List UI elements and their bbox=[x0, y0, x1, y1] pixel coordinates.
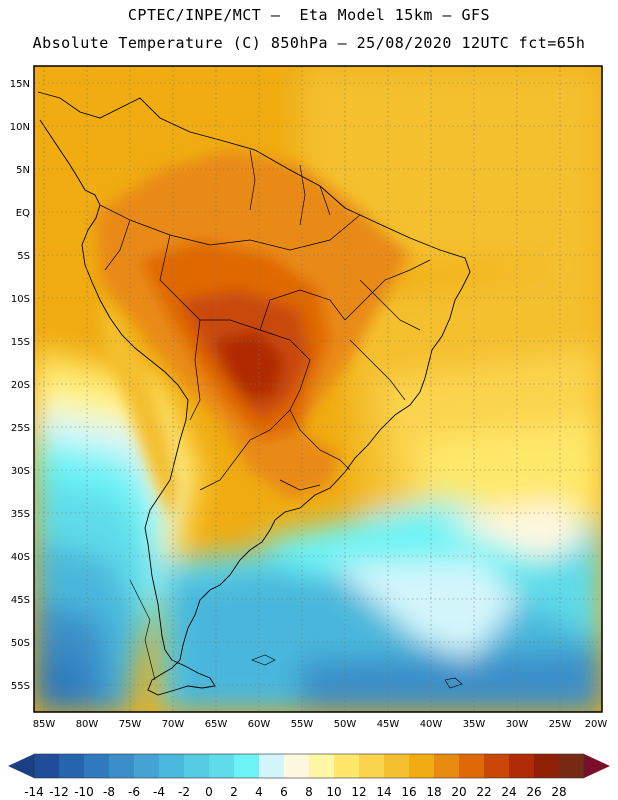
colorbar-tick-label: 6 bbox=[280, 785, 288, 799]
colorbar-cell bbox=[159, 754, 185, 778]
map-title: CPTEC/INPE/MCT – Eta Model 15km – GFS bbox=[127, 6, 491, 24]
lat-label: 5S bbox=[17, 251, 30, 262]
lat-label: 30S bbox=[11, 466, 30, 477]
lon-label: 80W bbox=[76, 719, 99, 730]
colorbar-cell bbox=[84, 754, 110, 778]
colorbar-cell bbox=[34, 754, 60, 778]
lat-label: 40S bbox=[11, 552, 30, 563]
lat-label: 20S bbox=[11, 380, 30, 391]
colorbar-cell bbox=[59, 754, 85, 778]
colorbar-cell bbox=[209, 754, 235, 778]
lat-label: 50S bbox=[11, 638, 30, 649]
colorbar: -14 -12 -10 -8 -6 -4 -2 0 2 4 6 8 10 12 14 16 18 20 22 24 26… bbox=[8, 753, 610, 799]
map-frame bbox=[33, 65, 603, 713]
colorbar-tick-label: -2 bbox=[178, 785, 190, 799]
colorbar-tick-label: 16 bbox=[401, 785, 416, 799]
colorbar-tick-label: 18 bbox=[426, 785, 441, 799]
lat-label: EQ bbox=[16, 208, 30, 219]
latitude-labels: 15N 10N 5N EQ 5S 10S 15S 20S 25S 30S 35S… bbox=[10, 79, 30, 692]
colorbar-tick-label: 12 bbox=[351, 785, 366, 799]
colorbar-tick-label: 2 bbox=[230, 785, 238, 799]
colorbar-cell bbox=[234, 754, 260, 778]
colorbar-tick-label: -4 bbox=[153, 785, 165, 799]
colorbar-cell bbox=[409, 754, 435, 778]
lat-label: 35S bbox=[11, 509, 30, 520]
lon-label: 25W bbox=[549, 719, 572, 730]
colorbar-cell bbox=[559, 754, 585, 778]
lon-label: 55W bbox=[291, 719, 314, 730]
colorbar-cell bbox=[109, 754, 135, 778]
lon-label: 20W bbox=[585, 719, 608, 730]
lon-label: 30W bbox=[506, 719, 529, 730]
colorbar-under-triangle bbox=[8, 754, 34, 778]
colorbar-tick-label: -12 bbox=[49, 785, 69, 799]
colorbar-cell bbox=[509, 754, 535, 778]
colorbar-tick-label: 24 bbox=[501, 785, 516, 799]
colorbar-cell bbox=[459, 754, 485, 778]
colorbar-tick-label: -10 bbox=[74, 785, 94, 799]
colorbar-tick-label: 26 bbox=[526, 785, 541, 799]
lon-label: 85W bbox=[33, 719, 56, 730]
colorbar-cell bbox=[259, 754, 285, 778]
colorbar-tick-label: 8 bbox=[305, 785, 313, 799]
colorbar-tick-label: 20 bbox=[451, 785, 466, 799]
colorbar-tick-label: -6 bbox=[128, 785, 140, 799]
colorbar-outline bbox=[33, 753, 585, 779]
colorbar-cell bbox=[309, 754, 335, 778]
lon-label: 65W bbox=[205, 719, 228, 730]
map-subtitle: Absolute Temperature (C) 850hPa – 25/08/… bbox=[32, 34, 586, 52]
lat-label: 15N bbox=[10, 79, 30, 90]
lat-label: 10S bbox=[11, 294, 30, 305]
gridlines bbox=[34, 66, 602, 712]
colorbar-tick-label: -14 bbox=[24, 785, 44, 799]
lon-label: 60W bbox=[248, 719, 271, 730]
colorbar-tick-label: 28 bbox=[551, 785, 566, 799]
longitude-labels: 85W 80W 75W 70W 65W 60W 55W 50W 45W 40W … bbox=[33, 719, 608, 730]
colorbar-cell bbox=[359, 754, 385, 778]
lat-label: 10N bbox=[10, 122, 30, 133]
colorbar-over-triangle bbox=[584, 754, 610, 778]
colorbar-cell bbox=[184, 754, 210, 778]
colorbar-cell bbox=[434, 754, 460, 778]
colorbar-cell bbox=[534, 754, 560, 778]
lon-label: 70W bbox=[162, 719, 185, 730]
colorbar-cell bbox=[484, 754, 510, 778]
lat-label: 5N bbox=[16, 165, 30, 176]
lon-label: 40W bbox=[420, 719, 443, 730]
lat-label: 25S bbox=[11, 423, 30, 434]
country-borders bbox=[99, 149, 431, 491]
lat-label: 55S bbox=[11, 681, 30, 692]
colorbar-tick-label: 22 bbox=[476, 785, 491, 799]
temperature-field bbox=[34, 66, 602, 712]
colorbar-cell bbox=[334, 754, 360, 778]
colorbar-tick-label: 0 bbox=[205, 785, 213, 799]
colorbar-cell bbox=[284, 754, 310, 778]
colorbar-tick-label: 4 bbox=[255, 785, 263, 799]
lon-label: 35W bbox=[463, 719, 486, 730]
colorbar-tick-label: -8 bbox=[103, 785, 115, 799]
colorbar-cell bbox=[134, 754, 160, 778]
lon-label: 75W bbox=[119, 719, 142, 730]
lon-label: 45W bbox=[377, 719, 400, 730]
colorbar-tick-label: 14 bbox=[376, 785, 391, 799]
lat-label: 45S bbox=[11, 595, 30, 606]
colorbar-cell bbox=[384, 754, 410, 778]
lat-label: 15S bbox=[11, 337, 30, 348]
coastline bbox=[37, 91, 471, 696]
lon-label: 50W bbox=[334, 719, 357, 730]
colorbar-tick-label: 10 bbox=[326, 785, 341, 799]
